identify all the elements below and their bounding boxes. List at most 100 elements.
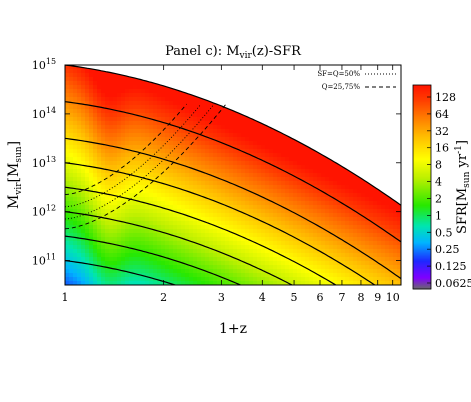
heatmap-cell	[165, 117, 170, 122]
ylabel-mid: [M	[6, 163, 22, 183]
heatmap-cell	[245, 149, 250, 154]
heatmap-cell	[253, 229, 258, 234]
heatmap-cell	[225, 281, 230, 285]
heatmap-cell	[241, 69, 246, 74]
heatmap-cell	[125, 109, 130, 114]
heatmap-cell	[77, 201, 82, 206]
heatmap-cell	[185, 249, 190, 254]
heatmap-cell	[301, 165, 306, 170]
heatmap-cell	[225, 157, 230, 162]
heatmap-cell	[169, 237, 174, 242]
heatmap-cell	[229, 193, 234, 198]
heatmap-cell	[273, 133, 278, 138]
heatmap-cell	[269, 269, 274, 274]
heatmap-cell	[69, 257, 74, 262]
heatmap-cell	[185, 65, 190, 70]
heatmap-cell	[269, 137, 274, 142]
heatmap-cell	[109, 281, 114, 285]
heatmap-cell	[125, 117, 130, 122]
heatmap-cell	[173, 277, 178, 282]
heatmap-cell	[77, 97, 82, 102]
heatmap-cell	[389, 197, 394, 202]
heatmap-cell	[317, 165, 322, 170]
heatmap-cell	[193, 193, 198, 198]
colorbar-segment	[413, 166, 431, 169]
heatmap-cell	[297, 141, 302, 146]
heatmap-cell	[109, 253, 114, 258]
heatmap-cell	[85, 189, 90, 194]
heatmap-cell	[285, 185, 290, 190]
heatmap-cell	[377, 205, 382, 210]
heatmap-cell	[341, 113, 346, 118]
heatmap-cell	[97, 217, 102, 222]
heatmap-cell	[161, 145, 166, 150]
heatmap-cell	[177, 173, 182, 178]
heatmap-cell	[113, 125, 118, 130]
heatmap-cell	[389, 157, 394, 162]
heatmap-cell	[185, 197, 190, 202]
heatmap-cell	[321, 109, 326, 114]
heatmap-cell	[121, 93, 126, 98]
heatmap-cell	[65, 117, 70, 122]
heatmap-cell	[97, 113, 102, 118]
heatmap-cell	[205, 193, 210, 198]
heatmap-cell	[313, 145, 318, 150]
heatmap-cell	[313, 93, 318, 98]
heatmap-cell	[361, 245, 366, 250]
heatmap-cell	[365, 189, 370, 194]
heatmap-cell	[213, 189, 218, 194]
heatmap-cell	[153, 133, 158, 138]
heatmap-cell	[377, 265, 382, 270]
heatmap-cell	[157, 165, 162, 170]
heatmap-cell	[317, 269, 322, 274]
heatmap-cell	[133, 277, 138, 282]
heatmap-cell	[349, 105, 354, 110]
heatmap-cell	[197, 149, 202, 154]
heatmap-cell	[205, 213, 210, 218]
heatmap-cell	[293, 77, 298, 82]
heatmap-cell	[381, 149, 386, 154]
heatmap-cell	[69, 249, 74, 254]
heatmap-cell	[181, 257, 186, 262]
colorbar-tick-label: 0.5	[435, 226, 453, 239]
heatmap-cell	[309, 165, 314, 170]
heatmap-cell	[205, 145, 210, 150]
heatmap-cell	[273, 81, 278, 86]
heatmap-cell	[181, 225, 186, 230]
heatmap-cell	[117, 201, 122, 206]
heatmap-cell	[329, 265, 334, 270]
heatmap-cell	[85, 177, 90, 182]
heatmap-cell	[393, 245, 398, 250]
heatmap-cell	[357, 225, 362, 230]
heatmap-cell	[105, 193, 110, 198]
heatmap-cell	[209, 277, 214, 282]
heatmap-cell	[157, 169, 162, 174]
heatmap-cell	[397, 233, 401, 238]
heatmap-cell	[69, 97, 74, 102]
heatmap-cell	[249, 217, 254, 222]
heatmap-cell	[133, 109, 138, 114]
heatmap-cell	[253, 217, 258, 222]
heatmap-cell	[169, 169, 174, 174]
heatmap-cell	[129, 69, 134, 74]
heatmap-cell	[197, 245, 202, 250]
heatmap-cell	[177, 133, 182, 138]
heatmap-cell	[221, 113, 226, 118]
heatmap-cell	[221, 133, 226, 138]
heatmap-cell	[193, 89, 198, 94]
heatmap-cell	[225, 125, 230, 130]
heatmap-cell	[357, 101, 362, 106]
heatmap-cell	[153, 77, 158, 82]
heatmap-cell	[65, 121, 70, 126]
heatmap-cell	[337, 65, 342, 70]
heatmap-cell	[113, 133, 118, 138]
heatmap-cell	[213, 81, 218, 86]
heatmap-cell	[257, 93, 262, 98]
heatmap-cell	[65, 241, 70, 246]
heatmap-cell	[137, 181, 142, 186]
heatmap-cell	[345, 65, 350, 70]
heatmap-cell	[233, 85, 238, 90]
heatmap-cell	[181, 73, 186, 78]
heatmap-cell	[365, 81, 370, 86]
heatmap-cell	[133, 253, 138, 258]
